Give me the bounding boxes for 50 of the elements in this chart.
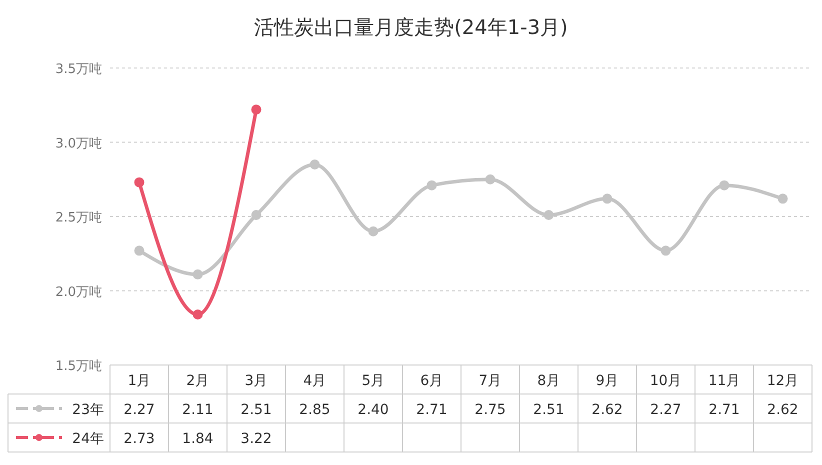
data-label: 2.85 bbox=[299, 402, 330, 418]
x-tick-label: 9月 bbox=[596, 373, 619, 389]
data-label: 2.71 bbox=[416, 402, 448, 418]
x-tick-label: 8月 bbox=[537, 373, 560, 389]
y-tick-label: 2.0万吨 bbox=[55, 284, 102, 300]
data-label: 2.62 bbox=[592, 402, 623, 418]
x-tick-label: 12月 bbox=[766, 373, 799, 389]
data-label: 2.51 bbox=[533, 402, 564, 418]
y-tick-label: 2.5万吨 bbox=[55, 210, 102, 226]
y-tick-label: 3.5万吨 bbox=[55, 62, 102, 77]
x-tick-label: 7月 bbox=[478, 373, 502, 389]
x-tick-label: 2月 bbox=[186, 373, 210, 389]
data-label: 2.51 bbox=[240, 402, 272, 418]
point bbox=[426, 180, 437, 190]
data-label: 2.27 bbox=[124, 402, 155, 418]
data-label: 2.71 bbox=[708, 402, 740, 418]
data-label: 2.73 bbox=[124, 431, 155, 447]
data-label: 3.22 bbox=[240, 431, 272, 447]
point bbox=[778, 194, 788, 204]
point bbox=[251, 104, 262, 115]
data-label: 2.62 bbox=[767, 402, 798, 418]
chart-title: 活性炭出口量月度走势(24年1-3月) bbox=[254, 15, 568, 39]
point bbox=[544, 210, 554, 220]
x-tick-label: 5月 bbox=[362, 373, 385, 389]
point bbox=[134, 246, 144, 256]
x-tick-label: 6月 bbox=[420, 373, 444, 389]
x-tick-label: 1月 bbox=[128, 373, 151, 389]
point bbox=[602, 194, 612, 204]
data-label: 2.27 bbox=[650, 402, 682, 418]
point bbox=[134, 177, 144, 188]
y-tick-label: 1.5万吨 bbox=[55, 359, 102, 374]
x-tick-label: 4月 bbox=[303, 373, 326, 389]
x-tick-label: 11月 bbox=[708, 373, 740, 389]
point bbox=[310, 160, 320, 170]
data-label: 1.84 bbox=[182, 431, 214, 447]
point bbox=[660, 246, 671, 256]
x-tick-label: 10月 bbox=[650, 373, 682, 389]
y-tick-label: 3.0万吨 bbox=[55, 136, 102, 152]
legend-label: 24年 bbox=[72, 431, 104, 447]
data-label: 2.11 bbox=[182, 402, 214, 418]
point bbox=[192, 269, 203, 280]
point bbox=[719, 180, 730, 190]
legend-label: 23年 bbox=[72, 402, 104, 418]
point bbox=[251, 210, 262, 220]
x-tick-label: 3月 bbox=[244, 373, 268, 389]
point bbox=[485, 174, 496, 184]
point bbox=[192, 310, 203, 320]
point bbox=[368, 226, 378, 236]
data-label: 2.40 bbox=[358, 402, 389, 418]
data-label: 2.75 bbox=[474, 402, 506, 418]
